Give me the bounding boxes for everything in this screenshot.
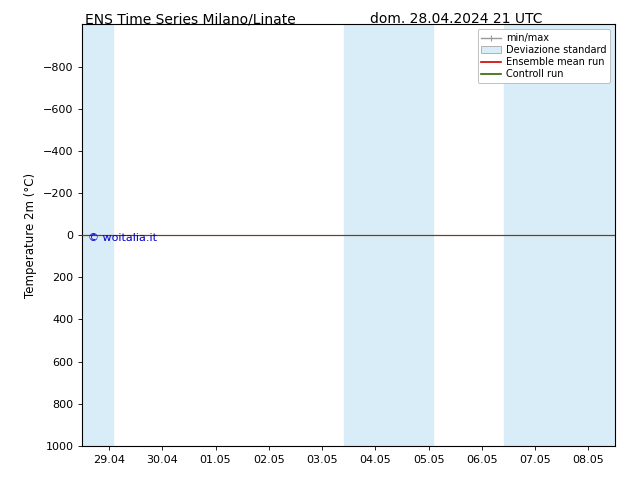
Bar <box>344 24 433 446</box>
Bar <box>504 24 615 446</box>
Legend: min/max, Deviazione standard, Ensemble mean run, Controll run: min/max, Deviazione standard, Ensemble m… <box>477 29 610 83</box>
Text: dom. 28.04.2024 21 UTC: dom. 28.04.2024 21 UTC <box>370 12 543 26</box>
Bar <box>82 24 113 446</box>
Text: © woitalia.it: © woitalia.it <box>87 233 157 243</box>
Y-axis label: Temperature 2m (°C): Temperature 2m (°C) <box>24 172 37 298</box>
Text: ENS Time Series Milano/Linate: ENS Time Series Milano/Linate <box>85 12 295 26</box>
